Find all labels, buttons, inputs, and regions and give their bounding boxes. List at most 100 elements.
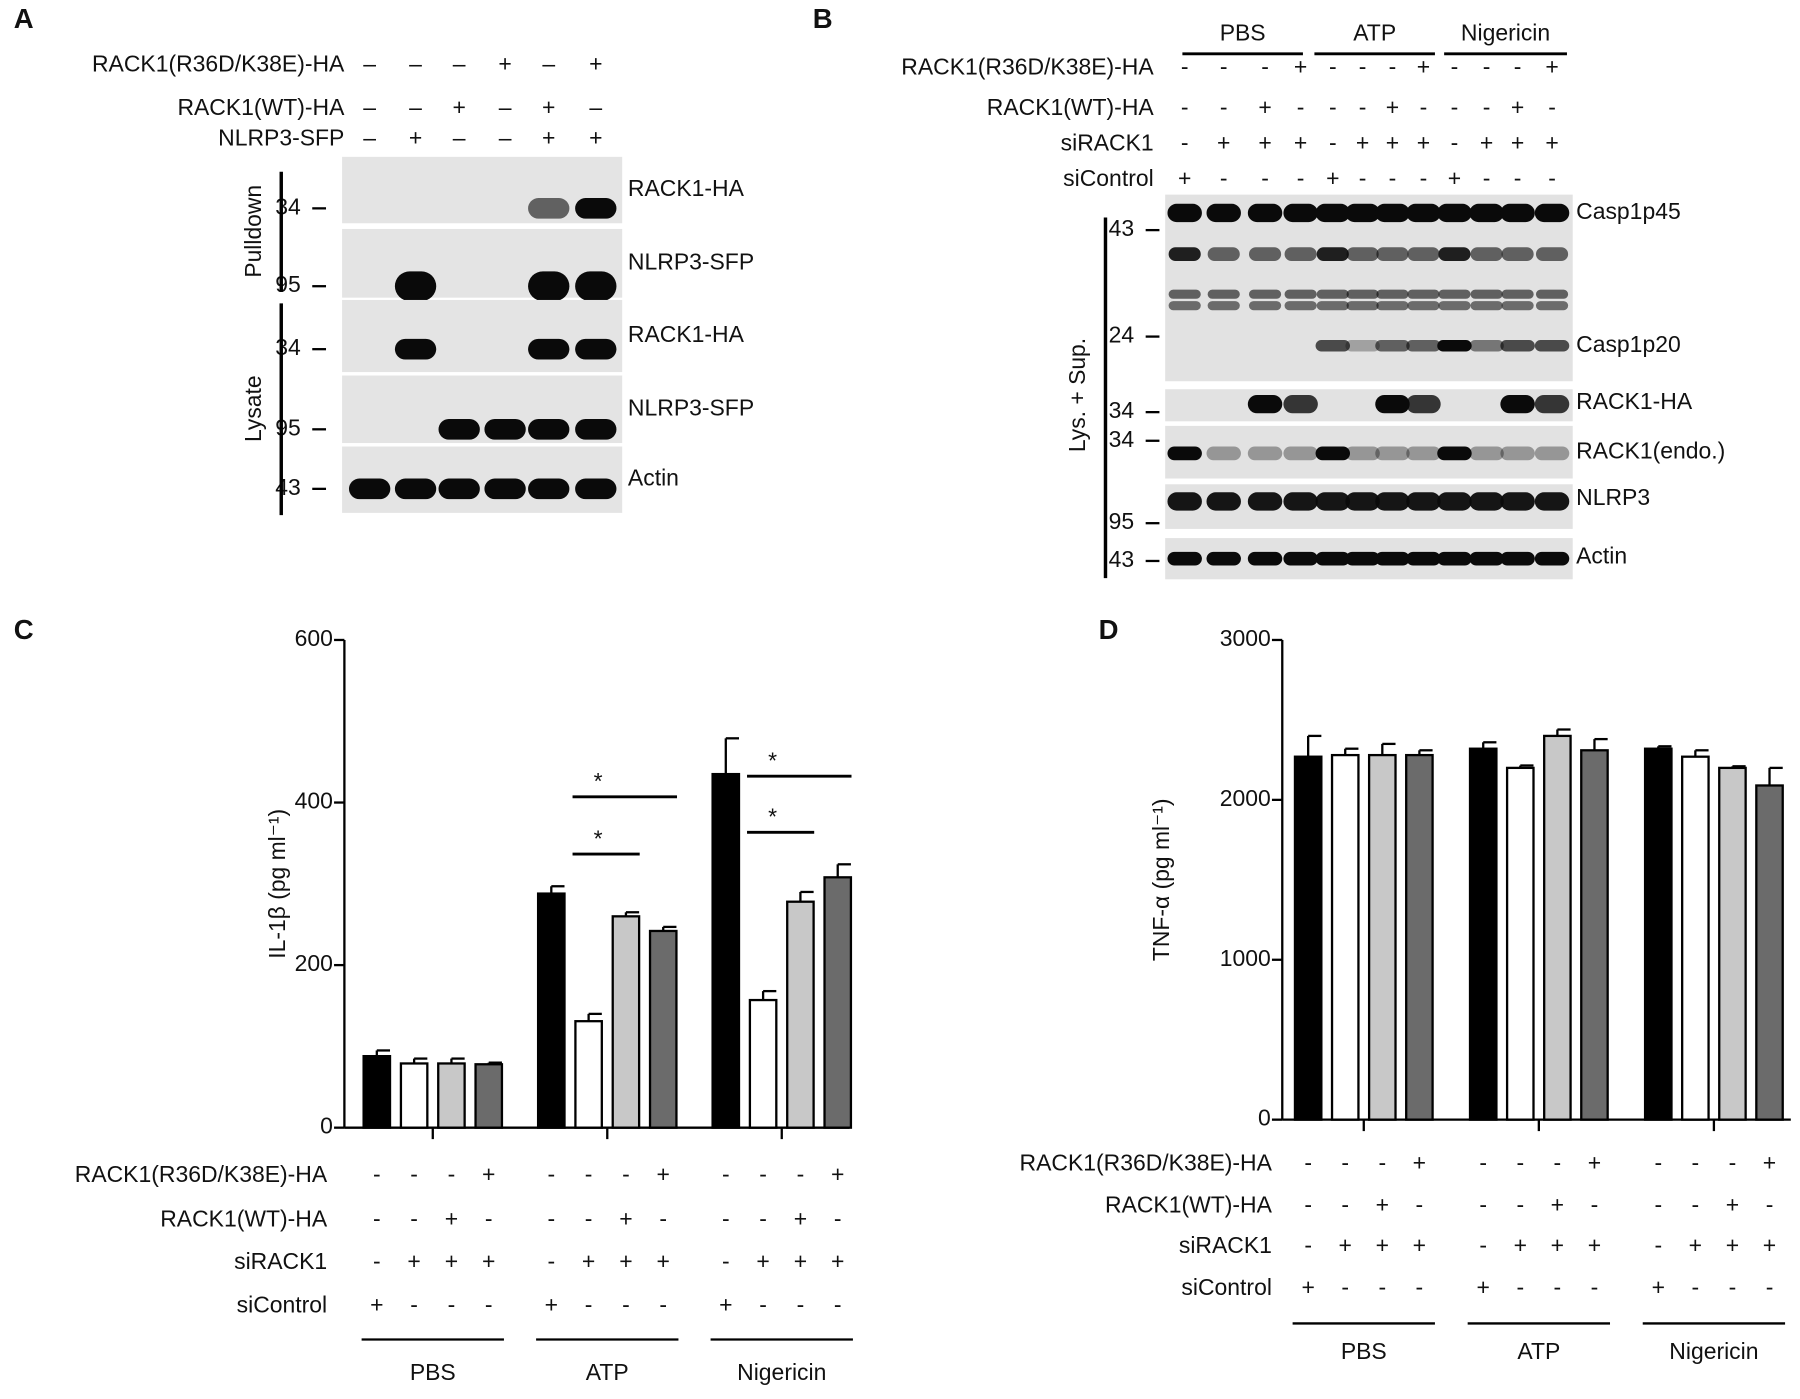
blot-band xyxy=(528,271,570,302)
x-tick-label: Nigericin xyxy=(737,1359,826,1385)
condition-mark: - xyxy=(722,1248,730,1274)
condition-label: NLRP3-SFP xyxy=(218,125,344,151)
condition-label: RACK1(WT)-HA xyxy=(987,94,1155,120)
mw-marker: 34 xyxy=(1109,397,1135,423)
condition-mark: - xyxy=(547,1161,555,1187)
blot-band xyxy=(1407,289,1440,299)
condition-mark: - xyxy=(1729,1149,1737,1175)
condition-mark: - xyxy=(1514,54,1522,80)
blot-strip xyxy=(342,299,623,373)
blot-band xyxy=(1500,394,1535,414)
condition-mark: + xyxy=(1511,94,1524,120)
panel-label: C xyxy=(14,614,34,645)
blot-band xyxy=(1437,340,1472,352)
blot-band xyxy=(1345,551,1380,566)
condition-label: siControl xyxy=(1063,165,1154,191)
condition-mark: - xyxy=(373,1205,381,1231)
y-tick-label: 0 xyxy=(320,1113,333,1139)
condition-mark: - xyxy=(759,1291,767,1317)
x-tick-label: ATP xyxy=(586,1359,629,1385)
blot-band xyxy=(1535,301,1569,311)
condition-mark: - xyxy=(485,1291,493,1317)
condition-mark: - xyxy=(1389,54,1397,80)
blot-strip xyxy=(1165,194,1573,382)
bar xyxy=(1505,766,1535,1121)
condition-mark: + xyxy=(1258,129,1271,155)
condition-mark: - xyxy=(410,1291,418,1317)
y-axis-label: TNF-α (pg ml⁻¹) xyxy=(1148,799,1174,962)
condition-mark: - xyxy=(448,1161,456,1187)
blot-band xyxy=(1346,301,1379,311)
blot-band xyxy=(1345,446,1380,461)
condition-mark: + xyxy=(1339,1232,1352,1258)
condition-mark: + xyxy=(619,1248,632,1274)
panel-label: B xyxy=(813,3,833,34)
blot-strip xyxy=(342,446,623,513)
condition-mark: - xyxy=(622,1161,630,1187)
condition-mark: - xyxy=(1554,1274,1562,1300)
condition-mark: - xyxy=(1479,1232,1487,1258)
bar xyxy=(1755,784,1784,1121)
blot-band xyxy=(394,338,437,360)
condition-mark: + xyxy=(1326,165,1339,191)
blot-band xyxy=(1535,247,1569,262)
blot-band xyxy=(1247,492,1283,511)
blot-band xyxy=(1406,203,1441,223)
condition-label: RACK1(WT)-HA xyxy=(1105,1192,1273,1218)
condition-mark: - xyxy=(1451,54,1459,80)
blot-band xyxy=(1469,492,1504,511)
condition-mark: + xyxy=(370,1291,383,1317)
condition-mark: - xyxy=(1420,94,1428,120)
condition-mark: + xyxy=(1726,1192,1739,1218)
condition-mark: + xyxy=(1448,165,1461,191)
condition-mark: - xyxy=(1341,1149,1349,1175)
condition-mark: - xyxy=(1514,165,1522,191)
band-label: Casp1p45 xyxy=(1576,198,1681,224)
condition-mark: - xyxy=(1220,94,1228,120)
condition-mark: + xyxy=(452,94,465,120)
blot-band xyxy=(1470,247,1503,262)
condition-mark: - xyxy=(1516,1149,1524,1175)
condition-mark: – xyxy=(409,94,422,120)
blot-band xyxy=(1438,247,1471,262)
condition-mark: - xyxy=(722,1205,730,1231)
mw-marker: 43 xyxy=(1109,546,1135,572)
condition-mark: + xyxy=(445,1205,458,1231)
group-label: Lys. + Sup. xyxy=(1064,338,1090,452)
blot-band xyxy=(1283,551,1318,566)
condition-mark: + xyxy=(498,50,511,76)
condition-mark: + xyxy=(657,1248,670,1274)
condition-mark: - xyxy=(1304,1149,1312,1175)
bar xyxy=(1681,755,1710,1121)
condition-label: siControl xyxy=(1181,1274,1272,1300)
condition-mark: - xyxy=(1220,165,1228,191)
condition-mark: + xyxy=(756,1248,769,1274)
blot-band xyxy=(1283,203,1318,223)
condition-mark: - xyxy=(834,1291,842,1317)
condition-label: siRACK1 xyxy=(234,1248,327,1274)
y-tick-label: 200 xyxy=(295,950,333,976)
condition-mark: - xyxy=(1654,1232,1662,1258)
blot-band xyxy=(1534,492,1570,511)
y-tick-label: 1000 xyxy=(1220,945,1271,971)
condition-mark: - xyxy=(1181,54,1189,80)
blot-band xyxy=(1375,551,1410,566)
condition-mark: + xyxy=(482,1248,495,1274)
condition-mark: + xyxy=(1480,129,1493,155)
condition-mark: - xyxy=(1359,94,1367,120)
condition-mark: + xyxy=(794,1248,807,1274)
mw-marker: 95 xyxy=(275,414,301,440)
blot-band xyxy=(528,419,570,440)
blot-band xyxy=(1438,301,1471,311)
blot-band xyxy=(1316,301,1349,311)
band-label: RACK1-HA xyxy=(1576,388,1693,414)
blot-band xyxy=(1283,446,1318,461)
condition-mark: + xyxy=(1376,1192,1389,1218)
condition-mark: + xyxy=(1763,1149,1776,1175)
blot-band xyxy=(1207,301,1240,311)
condition-mark: - xyxy=(1261,165,1269,191)
bar xyxy=(748,998,778,1129)
blot-band xyxy=(1501,289,1534,299)
condition-mark: - xyxy=(585,1161,593,1187)
panel-label: D xyxy=(1099,614,1119,645)
